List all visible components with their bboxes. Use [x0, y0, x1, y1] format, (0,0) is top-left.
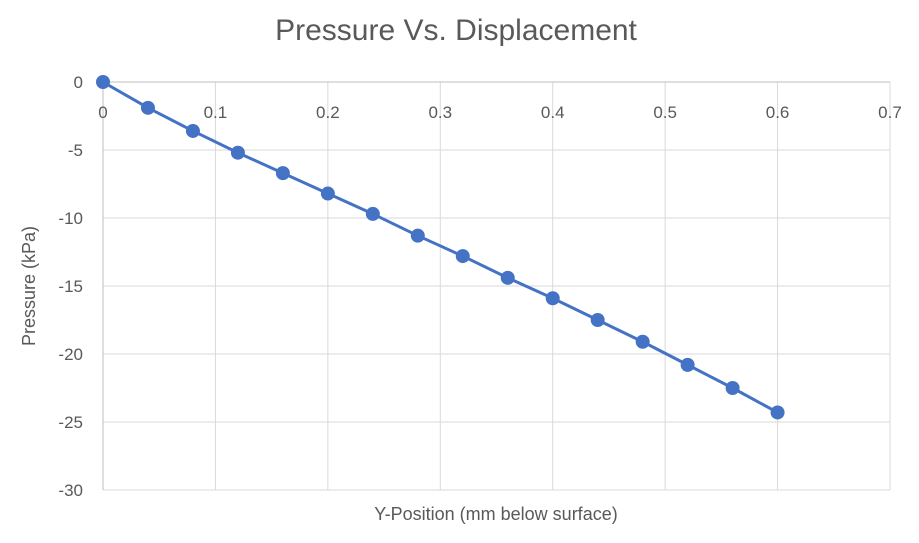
data-point-15 — [770, 405, 785, 420]
y-tick-label-6: -30 — [58, 481, 83, 500]
series — [96, 75, 785, 420]
data-point-3 — [230, 145, 245, 160]
data-point-8 — [455, 249, 470, 264]
x-tick-label-5: 0.5 — [653, 103, 677, 122]
data-point-5 — [320, 186, 335, 201]
y-axis-title: Pressure (kPa) — [19, 226, 39, 346]
data-point-1 — [140, 100, 155, 115]
tick-labels: 0 -5 -10 -15 -20 -25 -30 0 0.1 0.2 0.3 0.4 0.5 0.6 0.7 — [58, 73, 901, 500]
x-tick-label-6: 0.6 — [766, 103, 790, 122]
chart-title: Pressure Vs. Displacement — [275, 14, 637, 47]
y-tick-label-1: -5 — [68, 141, 83, 160]
x-axis-title: Y-Position (mm below surface) — [374, 504, 617, 524]
x-tick-label-7: 0.7 — [878, 103, 902, 122]
y-tick-label-0: 0 — [74, 73, 83, 92]
data-point-2 — [185, 123, 200, 138]
data-point-6 — [365, 206, 380, 221]
data-point-12 — [635, 334, 650, 349]
y-tick-label-3: -15 — [58, 277, 83, 296]
data-point-7 — [410, 228, 425, 243]
x-tick-label-1: 0.1 — [204, 103, 228, 122]
data-point-10 — [545, 291, 560, 306]
y-tick-label-2: -10 — [58, 209, 83, 228]
data-point-11 — [590, 313, 605, 327]
data-point-9 — [500, 270, 515, 285]
data-point-13 — [680, 357, 695, 372]
data-point-0 — [96, 75, 110, 89]
y-tick-label-5: -25 — [58, 413, 83, 432]
series-line-0 — [102, 80, 779, 414]
x-tick-label-0: 0 — [98, 103, 107, 122]
x-tick-label-4: 0.4 — [541, 103, 565, 122]
data-point-4 — [275, 166, 290, 181]
axes — [102, 81, 890, 490]
x-tick-label-3: 0.3 — [428, 103, 452, 122]
data-point-14 — [725, 381, 740, 395]
y-tick-label-4: -20 — [58, 345, 83, 364]
gridlines — [103, 82, 891, 491]
x-tick-label-2: 0.2 — [316, 103, 340, 122]
